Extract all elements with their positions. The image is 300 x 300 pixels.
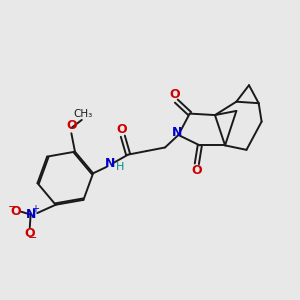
Text: CH₃: CH₃ — [74, 109, 93, 119]
Text: O: O — [116, 123, 127, 136]
Text: +: + — [31, 204, 38, 214]
Text: N: N — [172, 126, 182, 139]
Text: −: − — [8, 202, 17, 212]
Text: O: O — [66, 119, 77, 132]
Text: H: H — [116, 162, 124, 172]
Text: N: N — [26, 208, 36, 221]
Text: O: O — [10, 205, 21, 218]
Text: O: O — [25, 227, 35, 240]
Text: −: − — [28, 233, 37, 243]
Text: N: N — [105, 157, 116, 170]
Text: O: O — [169, 88, 180, 101]
Text: O: O — [191, 164, 202, 177]
